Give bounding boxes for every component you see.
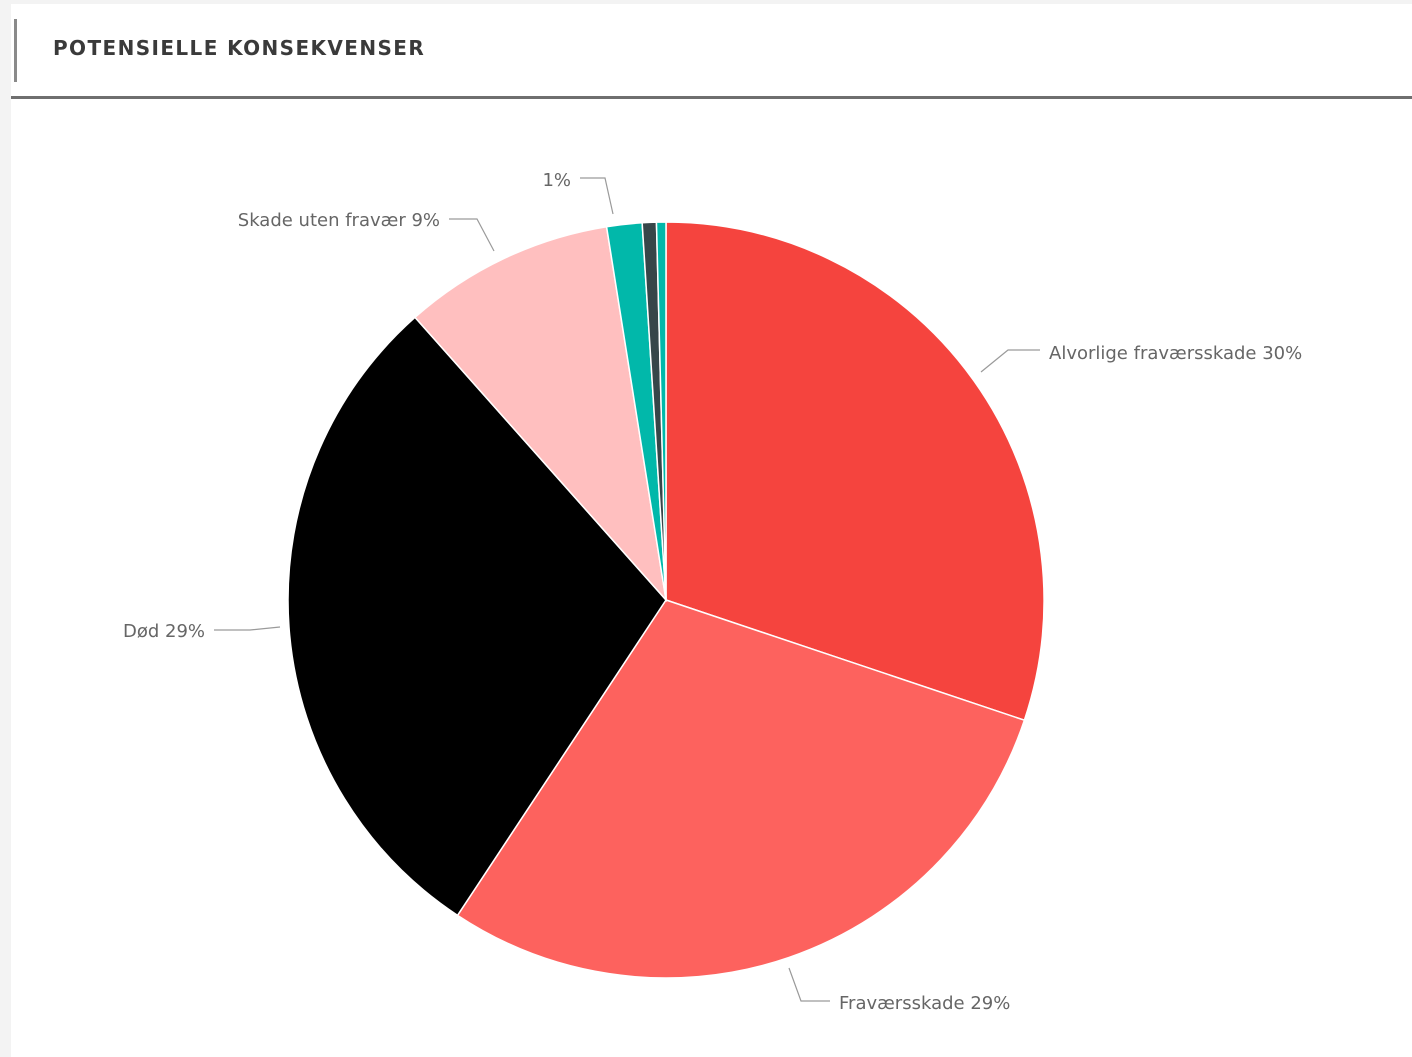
card-header: POTENSIELLE KONSEKVENSER [11, 4, 1412, 99]
pie-slice-fraværsskade[interactable] [456, 599, 1026, 979]
leader-line [980, 349, 1040, 373]
data-label: Død 29% [123, 621, 205, 642]
leader-line [580, 177, 614, 215]
pie-slice-død[interactable] [287, 316, 667, 917]
leader-line [214, 626, 281, 631]
data-label: Fraværsskade 29% [839, 993, 1010, 1014]
pie-slice-6[interactable] [655, 221, 667, 601]
data-label: 1% [542, 170, 571, 191]
chart-title: POTENSIELLE KONSEKVENSER [53, 36, 426, 60]
data-label: Alvorlige fraværsskade 30% [1049, 343, 1302, 364]
leader-line [788, 967, 830, 1002]
pie-labels: Alvorlige fraværsskade 30% Fraværsskade 2… [123, 170, 1302, 1014]
header-accent-bar [14, 19, 17, 82]
pie-slices [287, 221, 1045, 979]
pie-slice-alvorlige-fraværsskade[interactable] [665, 221, 1045, 722]
leader-line [449, 218, 495, 252]
data-label: Skade uten fravær 9% [238, 210, 440, 231]
pie-slice-skade-uten-fravær[interactable] [413, 225, 668, 603]
